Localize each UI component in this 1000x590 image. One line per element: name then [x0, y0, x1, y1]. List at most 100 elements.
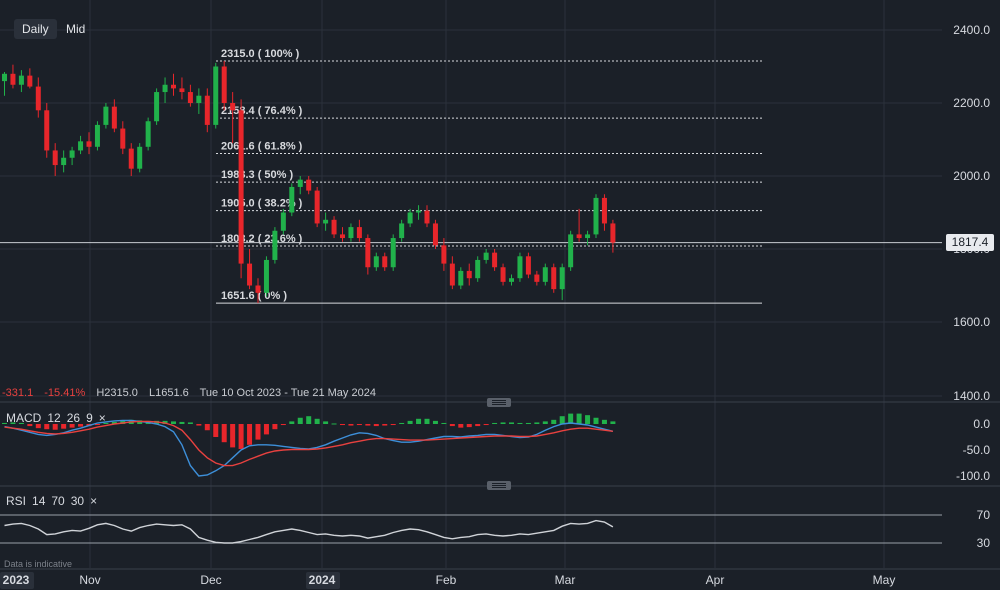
macd-histogram-bar [306, 416, 312, 424]
macd-param-slow: 26 [66, 411, 81, 425]
time-axis-tick: 2024 [309, 573, 336, 587]
macd-resize-handle[interactable] [487, 398, 511, 407]
macd-histogram-bar [340, 424, 345, 426]
macd-histogram-bar [52, 424, 58, 430]
candle-body [610, 223, 616, 243]
macd-histogram-bar [44, 424, 50, 430]
macd-panel-label: MACD 12 26 9 × [6, 411, 112, 425]
candle-body [432, 223, 438, 246]
macd-histogram-bar [289, 421, 295, 424]
macd-histogram-bar [483, 424, 489, 426]
macd-histogram-bar [297, 417, 303, 424]
candle-body [255, 285, 261, 293]
candle-body [86, 141, 92, 147]
candle-body [69, 150, 75, 158]
macd-histogram-bar [399, 422, 405, 424]
candle-body [120, 128, 126, 149]
macd-histogram-bar [103, 422, 109, 424]
rsi-param-period: 14 [32, 494, 46, 508]
macd-histogram-bar [196, 424, 202, 426]
macd-histogram-bar [171, 421, 176, 424]
macd-axis-tick: -50.0 [963, 443, 991, 457]
candle-body [78, 141, 84, 151]
candle-body [601, 197, 607, 224]
price-axis-tick: 2400.0 [953, 23, 990, 37]
candle-body [340, 234, 345, 239]
candle-body [509, 278, 514, 282]
candle-body [213, 66, 219, 125]
macd-histogram-bar [27, 424, 33, 427]
rsi-resize-handle[interactable] [487, 481, 511, 490]
macd-histogram-bar [78, 424, 84, 427]
candle-body [559, 267, 565, 290]
price-axis-tick: 1400.0 [953, 389, 990, 403]
macd-close-icon[interactable]: × [98, 411, 106, 425]
candle-body [365, 238, 371, 268]
macd-histogram-bar [187, 422, 193, 424]
macd-histogram-bar [61, 424, 67, 429]
candle-body [103, 106, 109, 125]
date-range: Tue 10 Oct 2023 - Tue 21 May 2024 [199, 387, 376, 399]
candle-body [10, 73, 16, 85]
macd-histogram-bar [179, 421, 185, 424]
candle-body [27, 75, 33, 87]
candle-body [162, 84, 168, 93]
macd-histogram-bar [35, 424, 41, 429]
macd-histogram-bar [365, 424, 371, 426]
candle-body [356, 227, 362, 239]
macd-histogram-bar [137, 420, 143, 424]
interval-button[interactable]: Daily [14, 19, 57, 39]
fib-level-label: 2315.0 ( 100% ) [221, 48, 300, 60]
candle-body [94, 124, 100, 147]
candle-body [280, 212, 286, 231]
candle-body [272, 230, 278, 260]
time-axis-tick: Dec [200, 573, 221, 587]
candle-body [111, 106, 117, 129]
macd-histogram-bar [475, 424, 481, 427]
macd-histogram-bar [458, 424, 464, 428]
price-axis-tick: 2200.0 [953, 96, 990, 110]
time-axis-tick: May [873, 573, 896, 587]
rsi-axis-tick: 70 [977, 508, 991, 522]
macd-line [4, 419, 614, 477]
candle-body [399, 223, 405, 239]
macd-histogram-bar [10, 422, 16, 424]
candle-body [137, 146, 143, 169]
macd-histogram-bar [69, 424, 75, 428]
macd-name: MACD [6, 411, 42, 425]
macd-histogram-bar [559, 416, 565, 424]
price-mode-button[interactable]: Mid [66, 22, 86, 36]
fib-level-label: 1808.2 ( 23.6% ) [221, 233, 303, 245]
rsi-axis-tick: 30 [977, 536, 991, 550]
candle-body [18, 75, 24, 85]
candle-body [542, 267, 548, 282]
change-value: -331.1 [2, 387, 34, 399]
price-axis-tick: 2000.0 [953, 169, 990, 183]
candle-body [179, 88, 185, 93]
candle-body [348, 227, 354, 239]
macd-histogram-bar [610, 421, 616, 424]
macd-histogram-bar [230, 424, 236, 448]
candle-body [458, 270, 464, 286]
macd-histogram-bar [373, 424, 379, 427]
macd-histogram-bar [204, 424, 210, 431]
macd-histogram-bar [542, 421, 548, 424]
fib-level-label: 2061.6 ( 61.8% ) [221, 141, 303, 153]
macd-histogram-bar [432, 420, 438, 424]
rsi-close-icon[interactable]: × [90, 494, 98, 508]
time-axis-year-bg [0, 572, 34, 589]
rsi-panel-label: RSI 14 70 30 × [6, 494, 103, 508]
rsi-param-lower: 30 [70, 494, 85, 508]
low-label: L [148, 387, 156, 399]
candle-body [551, 267, 557, 290]
candle-body [52, 150, 58, 166]
candle-body [204, 95, 210, 125]
candle-body [44, 110, 50, 151]
candle-body [568, 234, 574, 268]
macd-histogram-bar [534, 422, 540, 424]
rsi-name: RSI [6, 494, 27, 508]
macd-histogram-bar [551, 419, 557, 424]
candle-body [500, 267, 506, 282]
macd-axis-tick: -100.0 [956, 469, 990, 483]
macd-histogram-bar [441, 422, 447, 424]
